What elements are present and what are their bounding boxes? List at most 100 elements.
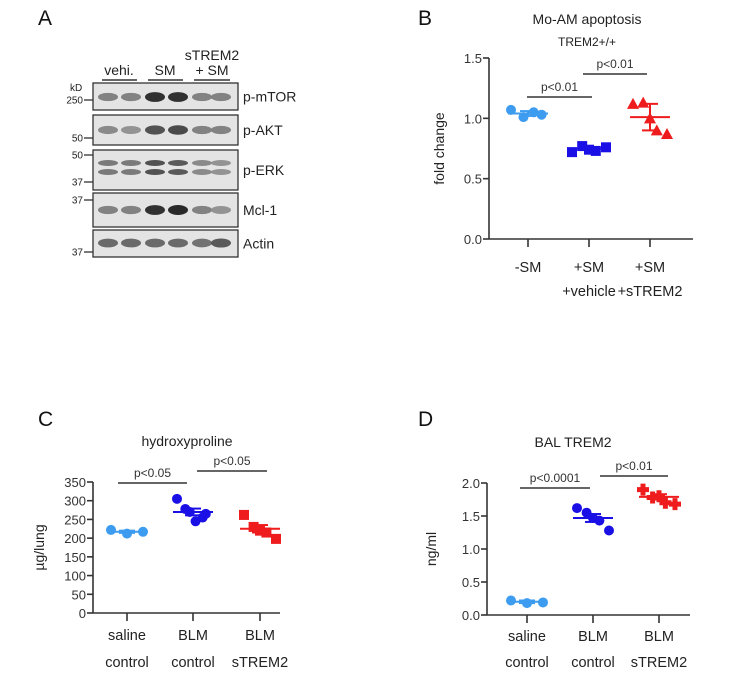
protein-band [168, 92, 188, 102]
series-group-1 [172, 493, 213, 527]
protein-band [145, 125, 165, 135]
y-tick-label: 1.5 [462, 509, 480, 524]
series-group-1 [567, 141, 611, 158]
x-tick-label: BLM [578, 629, 608, 645]
protein-band [192, 125, 212, 135]
y-tick-label: 250 [64, 512, 86, 527]
protein-band [211, 125, 231, 135]
p-value-label: p<0.0001 [530, 471, 581, 485]
x-tick-label: control [105, 655, 149, 671]
y-tick-label: 200 [64, 531, 86, 546]
p-value-label: p<0.01 [596, 57, 633, 71]
y-axis-label: µg/lung [31, 524, 47, 570]
data-point [659, 496, 672, 509]
p-value-label: p<0.01 [541, 80, 578, 94]
series-group-2 [239, 509, 281, 544]
y-tick-label: 0.0 [464, 232, 482, 247]
x-tick-label: sTREM2 [631, 655, 687, 671]
y-tick-label: 0.5 [464, 172, 482, 187]
protein-band [192, 238, 212, 248]
series-group-0 [106, 524, 148, 539]
data-point [239, 509, 249, 520]
mw-marker-label: 50 [72, 134, 84, 145]
blot-row-actin: Actin 37 [72, 229, 274, 259]
protein-band [168, 169, 188, 175]
y-tick-label: 2.0 [462, 476, 480, 491]
mw-marker-label: 37 [72, 178, 84, 189]
x-tick-label: +SM [635, 260, 665, 276]
x-tick-label: -SM [515, 260, 542, 276]
blot-header: vehi. SM sTREM2 + SM kD [70, 47, 239, 94]
p-value-label: p<0.01 [615, 459, 652, 473]
series-group-1 [572, 503, 614, 536]
data-point [506, 104, 516, 115]
x-tick-label: BLM [644, 629, 674, 645]
y-axis-label: ng/ml [423, 532, 439, 566]
protein-band [121, 160, 141, 166]
y-tick-label: 150 [64, 550, 86, 565]
protein-band [211, 169, 231, 175]
y-tick-label: 50 [72, 587, 86, 602]
data-point [200, 508, 211, 519]
chart-c: hydroxyproline µg/lung 0 50 100 150 200 250 300 3… [31, 433, 288, 671]
protein-band [168, 238, 188, 248]
x-tick-label: control [505, 655, 549, 671]
mw-marker-label: 250 [66, 96, 83, 107]
mw-marker-label: 50 [72, 151, 84, 162]
protein-band [98, 92, 118, 102]
series-group-2 [637, 483, 681, 511]
y-tick-label: 0 [79, 606, 86, 621]
y-tick-label: 1.5 [464, 51, 482, 66]
chart-title: BAL TREM2 [534, 434, 611, 450]
y-tick-label: 0.0 [462, 608, 480, 623]
protein-band [121, 205, 141, 215]
series-group-0 [506, 104, 548, 123]
protein-band [121, 169, 141, 175]
protein-band [168, 205, 188, 215]
protein-band [121, 238, 141, 248]
blot-row-label: Mcl-1 [243, 202, 277, 218]
data-point [536, 109, 547, 120]
protein-band [192, 160, 212, 166]
panel-label-c: C [38, 408, 53, 431]
group-label-vehicle: vehi. [104, 62, 134, 78]
protein-band [121, 92, 141, 102]
chart-b: Mo-AM apoptosis TREM2+/+ fold change 0.0 0.5… [431, 11, 693, 300]
blot-row-mcl-1: Mcl-1 37 [72, 192, 277, 228]
y-tick-label: 1.0 [464, 111, 482, 126]
blot-row-label: p-mTOR [243, 89, 296, 105]
x-tick-label: +SM [574, 260, 604, 276]
data-point [637, 483, 649, 496]
data-point [627, 97, 639, 109]
chart-subtitle: TREM2+/+ [558, 35, 616, 49]
protein-band [98, 238, 118, 248]
chart-title: Mo-AM apoptosis [533, 11, 642, 27]
mw-marker-label: 37 [72, 248, 84, 259]
blot-row-p-erk: p-ERK 50 37 [72, 149, 285, 191]
x-tick-label: BLM [245, 628, 275, 644]
data-point [637, 96, 650, 108]
protein-band [145, 205, 165, 215]
western-blot: p-mTOR 250 p-AKT 50 p-ERK 50 37 Mcl-1 37 Actin 37 [66, 82, 296, 259]
data-point [604, 525, 614, 536]
x-tick-label: control [171, 655, 215, 671]
data-point [590, 145, 601, 156]
protein-band [211, 92, 231, 102]
data-point [661, 128, 673, 140]
protein-band [211, 160, 231, 166]
p-value-label: p<0.05 [134, 466, 171, 480]
x-tick-label: saline [508, 629, 546, 645]
y-tick-label: 100 [64, 569, 86, 584]
panel-label-a: A [38, 7, 52, 30]
data-point [248, 521, 259, 532]
protein-band [145, 169, 165, 175]
y-tick-label: 0.5 [462, 575, 480, 590]
group-label-plus-sm: + SM [195, 62, 228, 78]
x-tick-label: BLM [178, 628, 208, 644]
data-point [528, 107, 539, 118]
blot-row-label: p-ERK [243, 162, 285, 178]
data-point [567, 147, 577, 158]
group-label-sm: SM [155, 62, 176, 78]
x-tick-label: control [571, 655, 615, 671]
y-tick-label: 350 [64, 475, 86, 490]
